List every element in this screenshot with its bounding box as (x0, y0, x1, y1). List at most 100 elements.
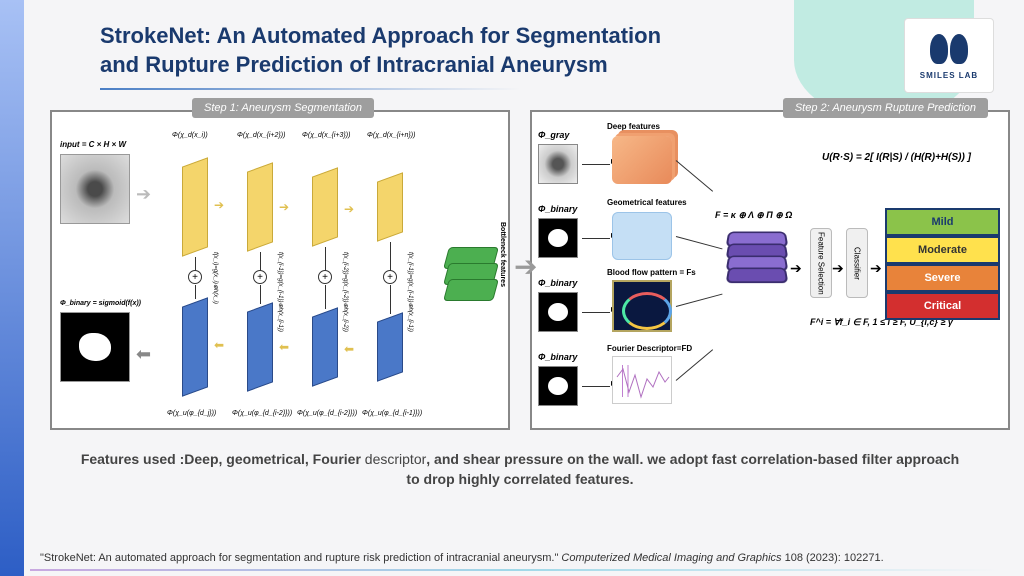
sum-node-icon: + (188, 270, 202, 284)
citation-journal: Computerized Medical Imaging and Graphic… (561, 552, 781, 564)
skip-line (260, 252, 261, 271)
deep-features-label: Deep features (607, 122, 660, 131)
feature-selection-box: Feature Selection (810, 228, 832, 298)
bottom-gradient-bar (30, 569, 1000, 571)
panel-connector-arrow-icon: ➔ (514, 250, 537, 283)
arrow-thin-icon (582, 238, 610, 239)
phi-binary-label-3: Φ_binary (538, 352, 577, 362)
left-gradient-bar (0, 0, 24, 576)
phi-binary-label-1: Φ_binary (538, 204, 577, 214)
flow-features-label: Blood flow pattern = Fs (607, 268, 696, 277)
equation-u: U(R·S) = 2[ I(R|S) / (H(R)+H(S)) ] (822, 152, 971, 163)
panel-prediction: Step 2: Aneurysm Rupture Prediction Φ_gr… (530, 110, 1010, 430)
classifier-box: Classifier (846, 228, 868, 298)
page-title: StrokeNet: An Automated Approach for Seg… (100, 22, 700, 79)
severity-mild: Mild (885, 208, 1000, 236)
geom-features-box (612, 212, 672, 260)
phi-bot-4: Φ(χ_u(φ_{d_{i-1}})) (362, 410, 422, 417)
sum-node-icon: + (253, 270, 267, 284)
arrow-in-icon: ➔ (136, 184, 151, 205)
converge-arrow-icon (676, 294, 723, 307)
title-underline (100, 88, 520, 90)
phi-gray-label: Φ_gray (538, 130, 569, 140)
desc-bold-1: Features used :Deep, geometrical, Fourie… (81, 451, 361, 467)
phi-binary-label-2: Φ_binary (538, 278, 577, 288)
encoder-block-4 (377, 172, 403, 241)
arrow-thin-icon (582, 312, 610, 313)
geom-features-label: Geometrical features (607, 198, 687, 207)
arrow-dec-2-icon: ⬅ (279, 340, 289, 354)
sum-node-icon: + (383, 270, 397, 284)
desc-bold-2: , and shear pressure on the wall. we ado… (406, 451, 959, 487)
fused-equation: F = κ ⊕ Λ ⊕ Π ⊕ Ω (715, 210, 792, 221)
skip-line (260, 285, 261, 304)
citation-pre: "StrokeNet: An automated approach for se… (40, 552, 561, 564)
decoder-block-3 (312, 307, 338, 386)
thumb-binary-2 (538, 292, 578, 332)
thumb-binary-3 (538, 366, 578, 406)
bottleneck-stack (446, 247, 496, 302)
decoder-block-4 (377, 312, 403, 381)
severity-critical: Critical (885, 292, 1000, 320)
step2-tab: Step 2: Aneurysm Rupture Prediction (783, 98, 988, 118)
bottleneck-label: Bottleneck features (499, 222, 506, 287)
arrow-icon: ➔ (790, 260, 802, 277)
skip-line (195, 285, 196, 299)
arrow-thin-icon (582, 386, 610, 387)
converge-arrow-icon (676, 349, 713, 381)
phi-top-2: Φ(χ_d(x_{i+2})) (237, 132, 285, 139)
side-eq-4: f(x_{i-1})=g(x_{i-1})⊕h(x_{i-1}) (407, 252, 414, 332)
skip-line (390, 242, 391, 271)
arrow-enc-1-icon: ➔ (214, 198, 224, 212)
side-eq-1: f(x_i)=g(x_i)⊕h(x_i) (212, 252, 219, 304)
decoder-block-1 (182, 297, 208, 396)
phi-top-1: Φ(χ_d(x_i)) (172, 132, 208, 139)
side-eq-3: f(x_{i-2})=g(x_{i-2})⊕h(x_{i-2}) (342, 252, 349, 332)
thumb-binary-1 (538, 218, 578, 258)
input-gray-image (60, 154, 130, 224)
sum-node-icon: + (318, 270, 332, 284)
severity-output: Mild Moderate Severe Critical (885, 208, 1000, 320)
severity-moderate: Moderate (885, 236, 1000, 264)
phi-top-4: Φ(χ_d(x_{i+n})) (367, 132, 415, 139)
encoder-block-1 (182, 157, 208, 256)
encoder-block-3 (312, 167, 338, 246)
phi-bot-3: Φ(χ_u(φ_{d_{i-2}})) (297, 410, 357, 417)
skip-line (195, 257, 196, 271)
skip-line (390, 285, 391, 314)
bottleneck-slab (443, 279, 499, 301)
phi-bot-2: Φ(χ_u(φ_{d_{i-2}})) (232, 410, 292, 417)
converge-arrow-icon (676, 236, 723, 249)
input-label: input = C × H × W (60, 140, 126, 149)
binary-output-image (60, 312, 130, 382)
arrow-dec-3-icon: ⬅ (344, 342, 354, 356)
logo-box: SMILES LAB (904, 18, 994, 93)
head-left-icon (930, 34, 948, 64)
phi-bot-1: Φ(χ_u(φ_{d_j})) (167, 410, 216, 417)
deep-features-box (612, 136, 672, 184)
citation-text: "StrokeNet: An automated approach for se… (40, 552, 1000, 564)
citation-post: 108 (2023): 102271. (782, 552, 884, 564)
phi-top-3: Φ(χ_d(x_{i+3})) (302, 132, 350, 139)
decoder-block-2 (247, 302, 273, 391)
skip-line (325, 285, 326, 309)
arrow-out-icon: ⬅ (136, 344, 151, 365)
severity-severe: Severe (885, 264, 1000, 292)
logo-text: SMILES LAB (920, 71, 978, 80)
head-right-icon (950, 34, 968, 64)
fourier-plot-icon (613, 357, 673, 405)
description-text: Features used :Deep, geometrical, Fourie… (80, 450, 960, 489)
arrow-enc-3-icon: ➔ (344, 202, 354, 216)
fused-slab (726, 268, 789, 284)
step1-tab: Step 1: Aneurysm Segmentation (192, 98, 374, 118)
arrow-enc-2-icon: ➔ (279, 200, 289, 214)
desc-mid: descriptor (361, 451, 426, 467)
binary-label: Φ_binary = sigmoid(f(x)) (60, 300, 141, 307)
side-eq-2: f(x_{i-1})=g(x_{i-1})⊕h(x_{i-1}) (277, 252, 284, 332)
converge-arrow-icon (676, 160, 713, 192)
brain-heads-icon (929, 32, 969, 67)
arrow-dec-1-icon: ⬅ (214, 338, 224, 352)
arrow-icon: ➔ (832, 260, 844, 277)
thumb-gray (538, 144, 578, 184)
flow-features-box (612, 280, 672, 332)
